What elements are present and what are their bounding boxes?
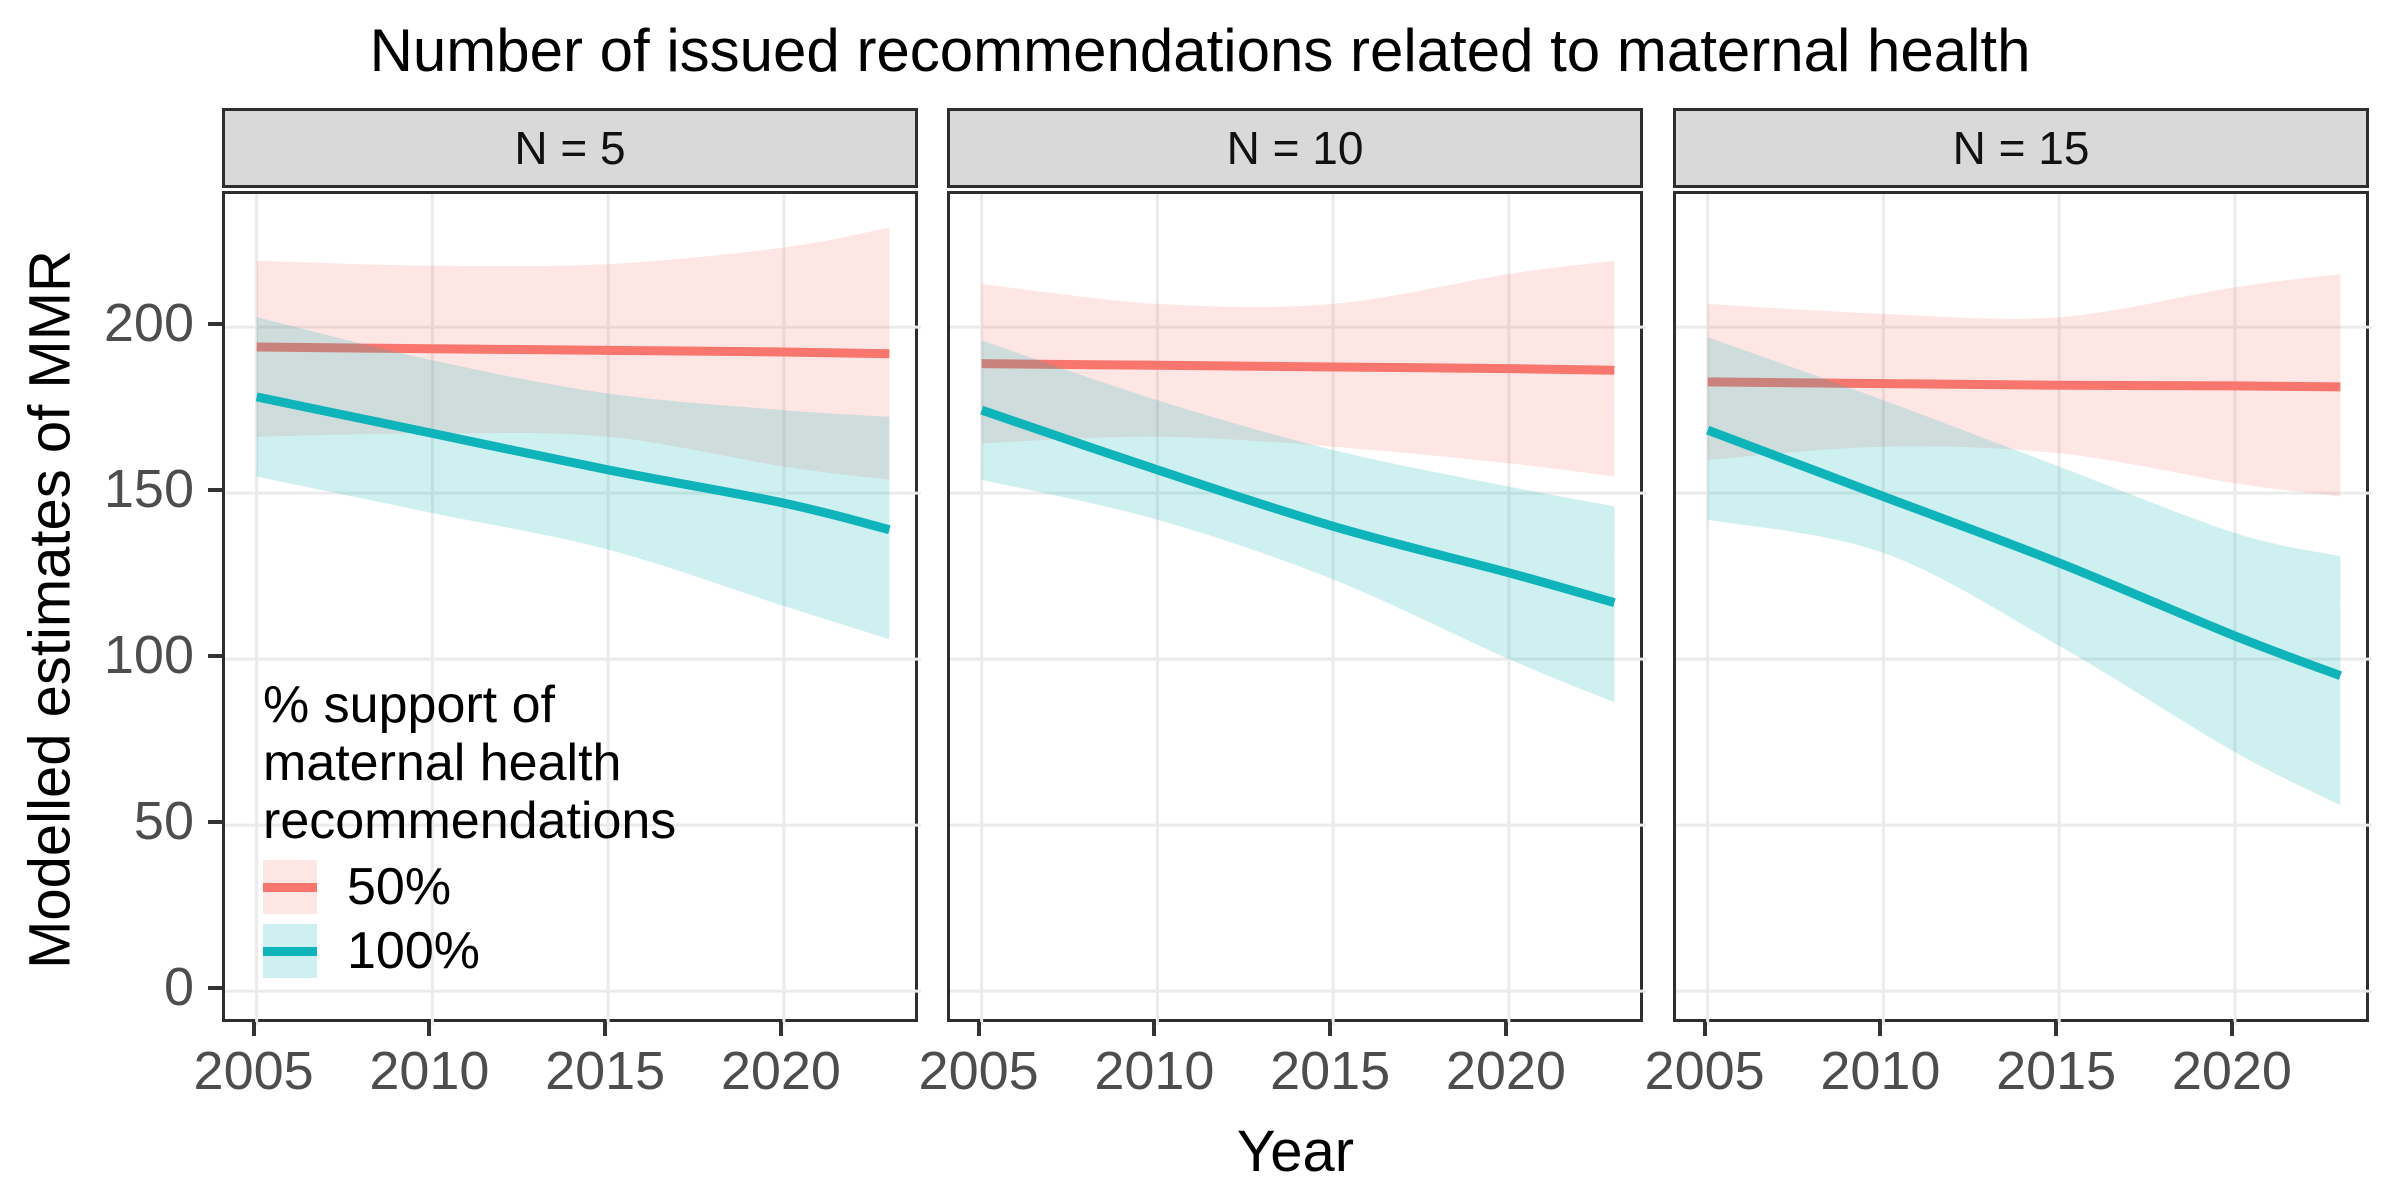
ci-ribbon-100% bbox=[1707, 337, 2341, 806]
y-tick-label: 50 bbox=[133, 791, 194, 852]
x-tick-mark bbox=[2054, 1022, 2059, 1036]
x-tick-mark bbox=[778, 1022, 783, 1036]
legend-swatch-50-ribbon bbox=[263, 859, 317, 914]
legend-key-100: 100% bbox=[263, 921, 676, 980]
y-tick-mark bbox=[208, 820, 222, 825]
y-tick-mark bbox=[208, 488, 222, 493]
legend-label-50: 50% bbox=[347, 857, 452, 916]
facet-strip-label: N = 10 bbox=[1226, 122, 1364, 174]
y-tick-mark bbox=[208, 322, 222, 327]
x-tick-mark bbox=[1878, 1022, 1883, 1036]
legend: % support of maternal health recommendat… bbox=[263, 676, 676, 980]
y-tick-mark bbox=[208, 654, 222, 659]
legend-title-line: recommendations bbox=[263, 792, 677, 851]
facet-strip: N = 5 bbox=[222, 108, 918, 188]
y-tick-label: 150 bbox=[103, 459, 194, 520]
legend-title-line: maternal health bbox=[263, 734, 622, 793]
y-tick-label: 0 bbox=[163, 957, 194, 1018]
y-tick-label: 100 bbox=[103, 625, 194, 686]
x-axis-title: Year bbox=[1236, 1119, 1355, 1184]
trend-line-50% bbox=[256, 342, 890, 359]
x-tick-mark bbox=[976, 1022, 981, 1036]
x-tick-label: 2005 bbox=[918, 1041, 1039, 1101]
x-tick-mark bbox=[603, 1022, 608, 1036]
x-tick-label: 2005 bbox=[1644, 1041, 1765, 1101]
trend-line-50% bbox=[981, 359, 1615, 375]
plot-svg bbox=[225, 194, 921, 1025]
y-tick-mark bbox=[208, 986, 222, 991]
trend-line-100% bbox=[980, 405, 1616, 608]
x-tick-mark bbox=[1152, 1022, 1157, 1036]
x-tick-label: 2020 bbox=[1445, 1041, 1566, 1101]
legend-key-50: 50% bbox=[263, 857, 676, 916]
ci-ribbon-100% bbox=[256, 317, 890, 640]
x-tick-mark bbox=[427, 1022, 432, 1036]
x-tick-label: 2010 bbox=[1820, 1041, 1941, 1101]
x-tick-mark bbox=[2229, 1022, 2234, 1036]
trend-line-50% bbox=[1707, 377, 2341, 392]
plot-svg bbox=[1676, 194, 2372, 1025]
x-tick-label: 2015 bbox=[545, 1041, 666, 1101]
legend-line-100-icon bbox=[263, 946, 317, 956]
x-tick-mark bbox=[1328, 1022, 1333, 1036]
x-tick-label: 2010 bbox=[369, 1041, 490, 1101]
facet-panel bbox=[222, 191, 921, 1025]
x-tick-label: 2005 bbox=[193, 1041, 314, 1101]
facet-strip: N = 15 bbox=[1673, 108, 2369, 188]
legend-title: % support of maternal health recommendat… bbox=[263, 676, 676, 851]
x-tick-mark bbox=[1702, 1022, 1707, 1036]
x-tick-label: 2020 bbox=[2171, 1041, 2292, 1101]
trend-line-100% bbox=[255, 392, 891, 535]
facet-panel bbox=[947, 191, 1646, 1025]
facet-strip-label: N = 15 bbox=[1952, 122, 2090, 174]
x-tick-label: 2010 bbox=[1094, 1041, 1215, 1101]
x-tick-label: 2015 bbox=[1270, 1041, 1391, 1101]
facet-strip: N = 10 bbox=[947, 108, 1643, 188]
x-tick-mark bbox=[251, 1022, 256, 1036]
legend-line-50-icon bbox=[263, 882, 317, 892]
legend-swatch-100-ribbon bbox=[263, 923, 317, 978]
trend-line-100% bbox=[1706, 425, 2342, 680]
plot-svg bbox=[950, 194, 1646, 1025]
y-tick-label: 200 bbox=[103, 293, 194, 354]
ci-ribbon-100% bbox=[981, 340, 1615, 703]
facet-strip-label: N = 5 bbox=[514, 122, 626, 174]
legend-title-line: % support of bbox=[263, 676, 555, 734]
legend-label-100: 100% bbox=[347, 921, 480, 980]
x-tick-label: 2020 bbox=[720, 1041, 841, 1101]
facet-panel bbox=[1673, 191, 2372, 1025]
chart-title: Number of issued recommendations related… bbox=[369, 17, 2031, 84]
x-tick-mark bbox=[1503, 1022, 1508, 1036]
x-tick-label: 2015 bbox=[1996, 1041, 2117, 1101]
